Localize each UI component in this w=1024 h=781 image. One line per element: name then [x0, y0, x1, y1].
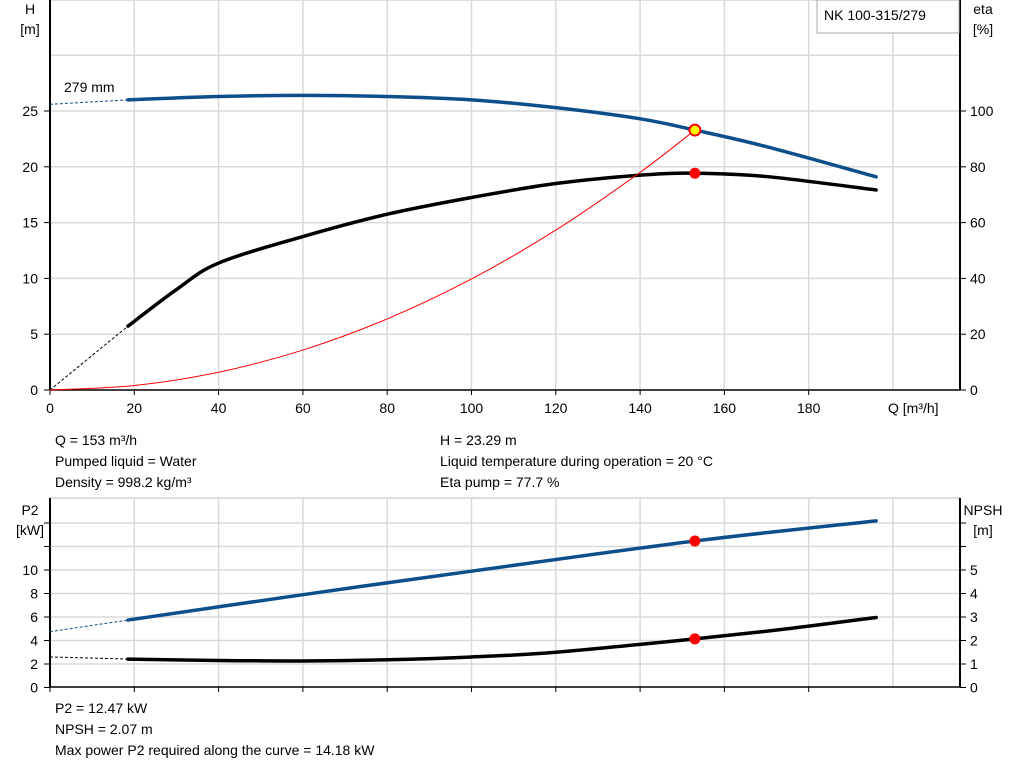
- chart0-x-tick-label: 40: [211, 400, 227, 416]
- duty-point-p2: [689, 535, 701, 547]
- impeller-diameter-label: 279 mm: [64, 79, 115, 95]
- chart0-x-tick-label: 20: [127, 400, 143, 416]
- liquid-temperature: Liquid temperature during operation = 20…: [440, 453, 713, 469]
- chart1-p2-curve: [126, 519, 878, 622]
- chart0-x-tick-label: 80: [379, 400, 395, 416]
- pump-name: NK 100-315/279: [824, 7, 926, 23]
- flow-value: Q = 153 m³/h: [55, 432, 138, 448]
- pumped-liquid: Pumped liquid = Water: [55, 453, 197, 469]
- chart1-right-axis-label: NPSH: [964, 502, 1003, 518]
- chart0-plot-area: [49, 0, 961, 391]
- chart0-x-tick-label: 180: [797, 400, 821, 416]
- chart0-right-tick-label: 20: [970, 326, 986, 342]
- pump-name-box: [816, 0, 960, 34]
- chart1-left-axis-unit: [kW]: [16, 522, 44, 538]
- chart0-left-tick-label: 5: [30, 326, 38, 342]
- chart0-right-axis-label: eta: [973, 1, 993, 17]
- chart0-x-tick-label: 120: [544, 400, 568, 416]
- chart1-left-tick-label: 0: [30, 680, 38, 696]
- chart1-left-axis-label: P2: [21, 502, 38, 518]
- info-bottom: P2 = 12.47 kW NPSH = 2.07 m Max power P2…: [55, 698, 374, 761]
- chart1-left-tick-label: 6: [30, 609, 38, 625]
- chart0-eta-extrapolated-line: [49, 325, 129, 391]
- chart1-left-tick-label: 4: [30, 633, 38, 649]
- chart1-right-tick-label: 2: [970, 633, 978, 649]
- chart0-head-curve: [126, 93, 878, 179]
- chart1-right-axis-unit: [m]: [973, 522, 992, 538]
- chart0-right-tick-label: 40: [970, 270, 986, 286]
- chart1-left-tick-label: 10: [22, 562, 38, 578]
- chart0-x-tick-label: 100: [460, 400, 484, 416]
- duty-point-npsh: [689, 633, 701, 645]
- p2-value: P2 = 12.47 kW: [55, 700, 148, 716]
- eta-pump: Eta pump = 77.7 %: [440, 474, 560, 490]
- chart1-right-tick-label: 5: [970, 562, 978, 578]
- density: Density = 998.2 kg/m³: [55, 474, 192, 490]
- chart0-right-tick-label: 0: [970, 382, 978, 398]
- chart1-right-tick-label: 3: [970, 609, 978, 625]
- duty-point-head: [688, 123, 702, 137]
- chart0-left-tick-label: 20: [22, 159, 38, 175]
- chart0-system-curve: [49, 129, 696, 391]
- chart0-left-axis-label: H: [25, 1, 35, 17]
- chart1-left-tick-label: 8: [30, 586, 38, 602]
- chart0-eta-curve: [126, 171, 878, 328]
- chart0-x-tick-label: 60: [295, 400, 311, 416]
- chart1-right-tick-label: 1: [970, 656, 978, 672]
- chart0-x-axis-label: Q [m³/h]: [888, 400, 939, 416]
- chart0-left-tick-label: 0: [30, 382, 38, 398]
- chart0-x-tick-label: 0: [46, 400, 54, 416]
- chart0-x-tick-label: 160: [713, 400, 737, 416]
- chart1-npsh-curve: [126, 615, 878, 663]
- npsh-value: NPSH = 2.07 m: [55, 721, 153, 737]
- chart0-left-tick-label: 15: [22, 215, 38, 231]
- chart0-left-tick-label: 25: [22, 103, 38, 119]
- chart1-right-tick-label: 4: [970, 586, 978, 602]
- chart0-right-tick-label: 80: [970, 159, 986, 175]
- chart1-right-tick-label: 0: [970, 680, 978, 696]
- head-value: H = 23.29 m: [440, 432, 517, 448]
- duty-point-eta: [689, 167, 701, 179]
- chart0-right-tick-label: 100: [970, 103, 994, 119]
- max-power: Max power P2 required along the curve = …: [55, 742, 375, 758]
- chart0-x-tick-label: 140: [628, 400, 652, 416]
- chart0-right-axis-unit: [%]: [973, 21, 993, 37]
- chart0-left-tick-label: 10: [22, 270, 38, 286]
- info-right: H = 23.29 m Liquid temperature during op…: [440, 430, 713, 493]
- chart0-right-tick-label: 60: [970, 215, 986, 231]
- info-left: Q = 153 m³/h Pumped liquid = Water Densi…: [55, 430, 197, 493]
- chart1-left-tick-label: 2: [30, 656, 38, 672]
- chart0-left-axis-unit: [m]: [20, 21, 39, 37]
